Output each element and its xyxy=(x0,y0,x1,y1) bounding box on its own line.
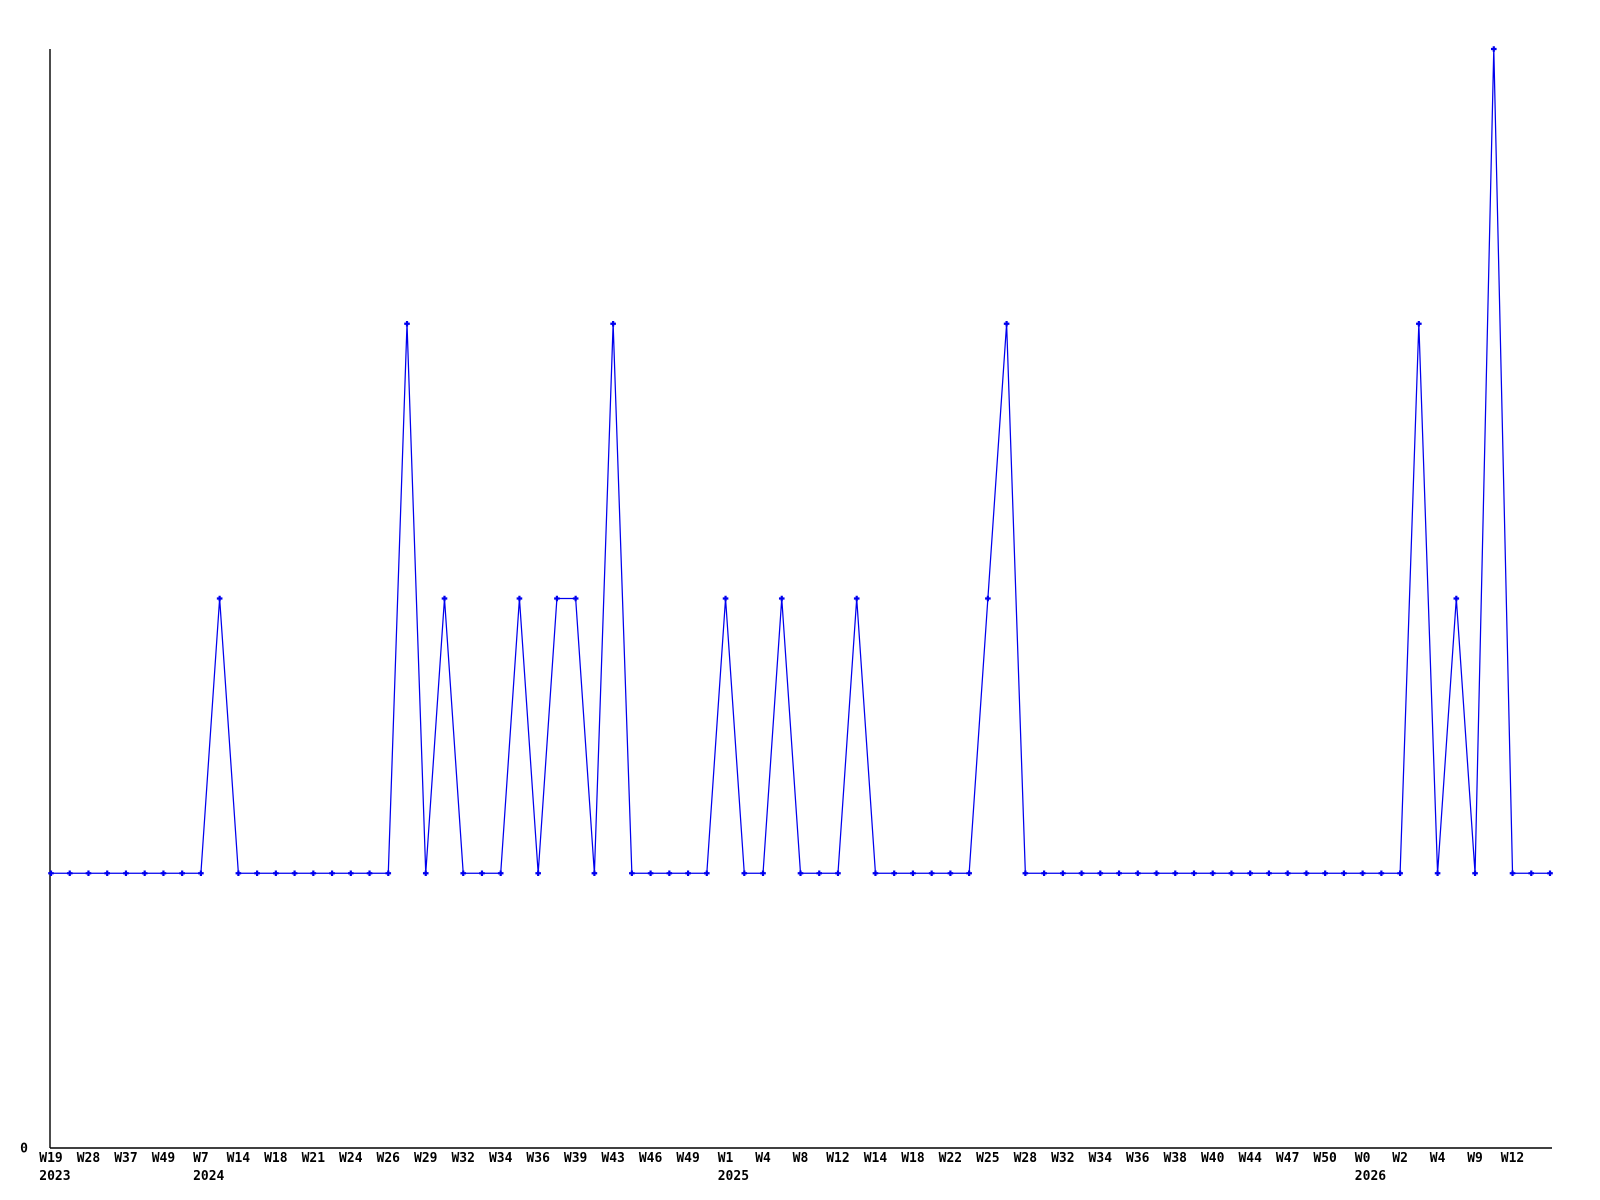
data-point-markers xyxy=(48,46,1553,877)
x-tick-label: W26 xyxy=(377,1151,401,1166)
x-tick-label: W4 xyxy=(1430,1151,1446,1166)
x-axis-year-label: 2023 xyxy=(39,1169,70,1184)
x-tick-label: W46 xyxy=(639,1151,663,1166)
x-tick-label: W34 xyxy=(489,1151,513,1166)
x-tick-label: W28 xyxy=(1014,1151,1038,1166)
x-tick-label: W24 xyxy=(339,1151,363,1166)
x-tick-label: W14 xyxy=(864,1151,888,1166)
x-tick-label: W39 xyxy=(564,1151,587,1166)
x-tick-label: W12 xyxy=(826,1151,849,1166)
x-tick-label: W8 xyxy=(793,1151,809,1166)
x-tick-label: W36 xyxy=(1126,1151,1150,1166)
x-tick-label: W28 xyxy=(77,1151,101,1166)
x-tick-label: W18 xyxy=(901,1151,925,1166)
x-tick-label: W50 xyxy=(1313,1151,1337,1166)
x-tick-label: W1 xyxy=(718,1151,734,1166)
x-tick-label: W14 xyxy=(227,1151,251,1166)
x-tick-label: W38 xyxy=(1164,1151,1188,1166)
x-tick-label: W12 xyxy=(1501,1151,1524,1166)
x-tick-label: W0 xyxy=(1355,1151,1371,1166)
x-tick-label: W44 xyxy=(1238,1151,1262,1166)
x-tick-label: W4 xyxy=(755,1151,771,1166)
x-tick-label: W37 xyxy=(114,1151,137,1166)
x-tick-label: W34 xyxy=(1089,1151,1113,1166)
x-axis-year-label: 2026 xyxy=(1355,1169,1386,1184)
x-axis-year-label: 2024 xyxy=(193,1169,224,1184)
x-tick-label: W36 xyxy=(526,1151,550,1166)
x-tick-label: W40 xyxy=(1201,1151,1225,1166)
x-tick-label: W29 xyxy=(414,1151,437,1166)
x-tick-label: W18 xyxy=(264,1151,288,1166)
x-tick-label: W49 xyxy=(152,1151,175,1166)
x-tick-label: W7 xyxy=(193,1151,209,1166)
x-tick-label: W32 xyxy=(451,1151,474,1166)
x-tick-label: W21 xyxy=(302,1151,326,1166)
x-tick-label: W43 xyxy=(601,1151,624,1166)
x-tick-label: W49 xyxy=(676,1151,699,1166)
y-axis-origin-label: 0 xyxy=(20,1142,28,1157)
x-axis-year-label: 2025 xyxy=(718,1169,749,1184)
series-line xyxy=(51,48,1550,874)
x-tick-label: W22 xyxy=(939,1151,962,1166)
x-tick-label: W32 xyxy=(1051,1151,1074,1166)
x-tick-label: W47 xyxy=(1276,1151,1299,1166)
x-tick-label: W25 xyxy=(976,1151,999,1166)
x-tick-label: W19 xyxy=(39,1151,62,1166)
x-tick-label: W9 xyxy=(1467,1151,1483,1166)
x-tick-label: W2 xyxy=(1392,1151,1408,1166)
